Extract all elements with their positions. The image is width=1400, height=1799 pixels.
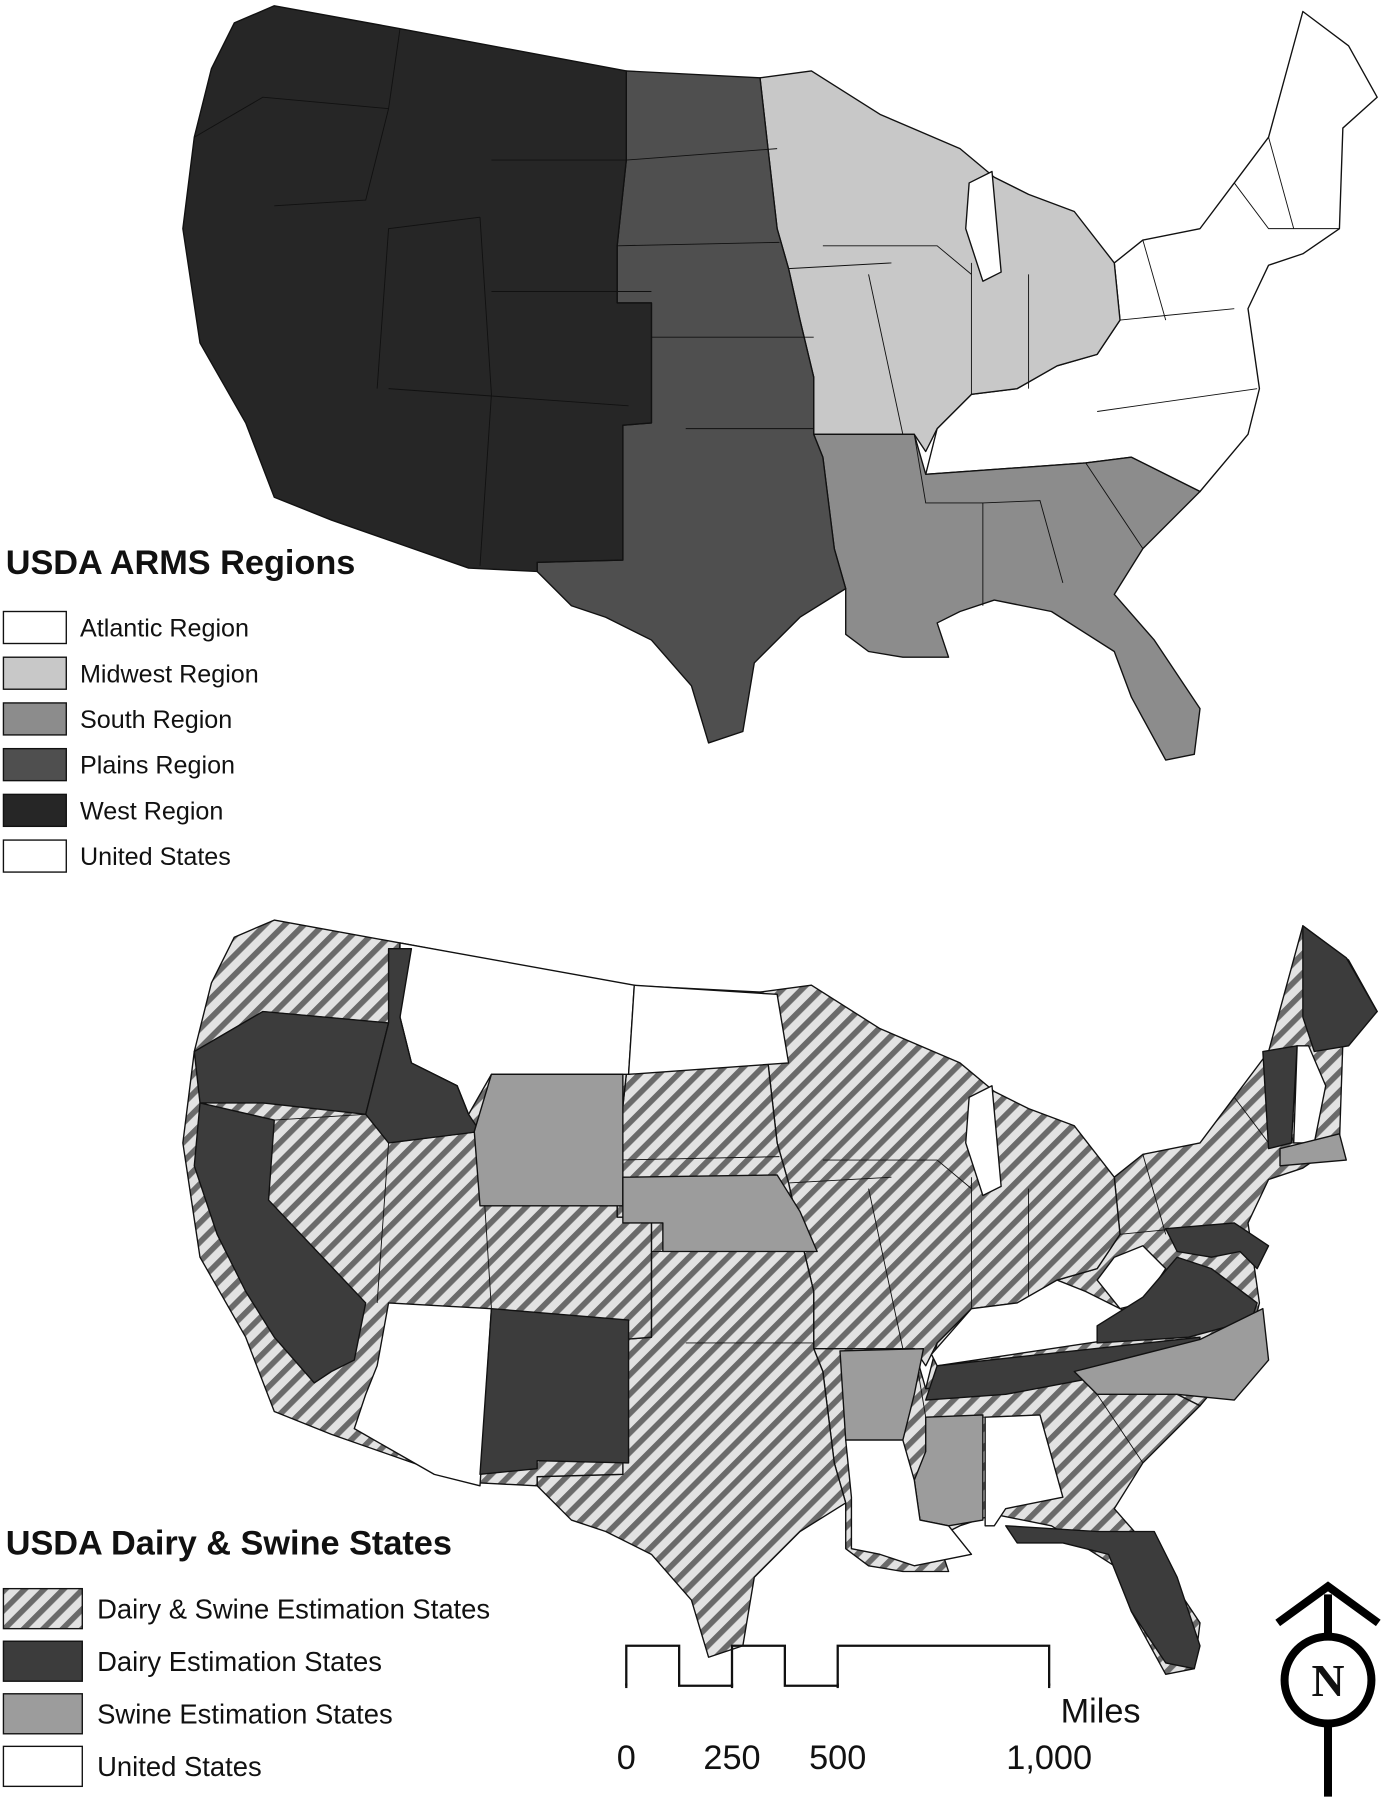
state-border [822,245,972,275]
legend-label: South Region [80,706,232,734]
scale-label: 250 [703,1739,760,1777]
legend-swatch [2,702,67,736]
legends: USDA ARMS Regions Atlantic Region Midwest … [2,544,490,1788]
legend-swatch [2,793,67,828]
legend-swatch [2,656,67,690]
legend-label: United States [80,843,231,871]
legend-label: Midwest Region [80,660,259,688]
legend-label: West Region [80,797,223,825]
state-shape [1262,1045,1298,1150]
legend-swatch [2,1587,83,1630]
state-shape [839,1347,925,1441]
state-border [982,500,1064,584]
state-border [626,148,778,161]
state-border [868,274,904,435]
state-shape [622,1174,818,1253]
scale-line [625,1644,1051,1687]
arrow-head [1275,1581,1381,1627]
state-border [1119,308,1235,321]
state-border [1085,462,1144,549]
state-border [822,1159,972,1189]
lake [965,1085,1002,1197]
state-shape [930,1279,1167,1367]
state-shape [1165,1222,1270,1270]
state-border [1233,182,1340,230]
state-border [479,217,492,566]
legend-swatch [2,747,67,782]
state-border [1142,1154,1167,1235]
legend-swatch [2,1693,83,1735]
state-border [194,96,389,138]
scale-bar: 0 250 500 1,000 Miles [617,1644,1141,1777]
state-border [376,216,481,389]
legend-swatch [2,610,67,645]
state-border [1142,239,1167,321]
scale-label: 1,000 [1006,1739,1092,1777]
legend-title: USDA Dairy & Swine States [6,1524,452,1562]
region-shape [813,433,1201,761]
state-shape [1096,1256,1258,1344]
scale-unit: Miles [1061,1692,1141,1730]
state-border [617,1156,780,1161]
state-shape [473,1073,624,1207]
legend-swatch [2,839,67,873]
legend-label: Plains Region [80,752,235,780]
region-shape [182,5,653,573]
state-border [388,388,629,407]
state-border [788,1176,892,1184]
north-label: N [1311,1655,1344,1706]
state-shape [1302,925,1378,1053]
legend-swatch [2,1640,83,1682]
state-shape [627,984,790,1076]
state-border [274,28,401,207]
legend-label: Dairy & Swine Estimation States [97,1594,490,1625]
state-shape [365,947,481,1144]
legend-label: United States [97,1751,262,1782]
state-shape [193,1102,367,1384]
state-shape [984,1414,1064,1527]
legend-label: Dairy Estimation States [97,1646,382,1677]
state-border [617,241,780,247]
lake [965,170,1002,282]
legend-swatch [2,1745,83,1788]
scale-label: 500 [809,1739,866,1777]
state-shape [845,1439,973,1567]
north-arrow: N [1275,1581,1381,1797]
legend-label: Swine Estimation States [97,1699,393,1730]
state-shape [1279,1133,1347,1167]
state-border [868,1188,904,1349]
state-shape [479,1307,630,1476]
legend-title: USDA ARMS Regions [6,544,356,582]
state-shape [1005,1525,1201,1670]
state-border [1268,137,1295,229]
scale-label: 0 [617,1739,636,1777]
legend-label: Atlantic Region [80,615,249,643]
state-border [913,434,984,606]
state-shape [1073,1307,1270,1401]
state-shape [1293,1045,1327,1144]
state-border [788,262,892,270]
dairy-swine-map [182,919,1378,1676]
arms-regions-map [182,5,1378,761]
state-border [1097,388,1258,412]
